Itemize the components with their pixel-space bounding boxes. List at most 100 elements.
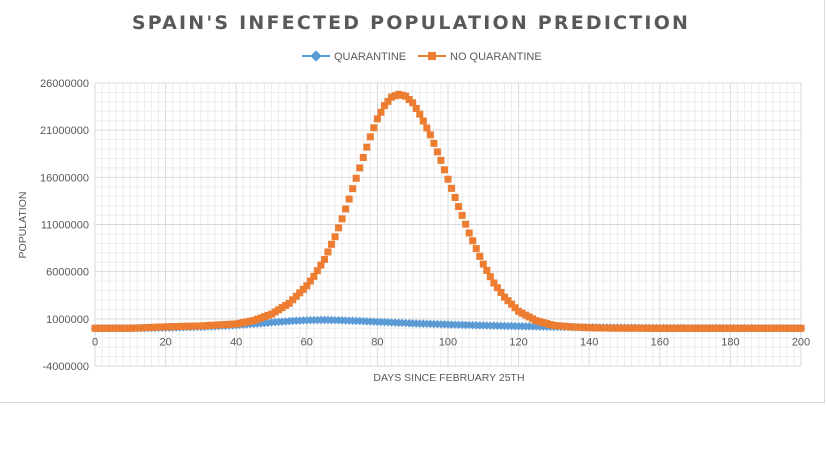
data-point [335,224,343,232]
data-point [515,307,523,315]
data-point [444,175,452,183]
data-point [395,90,403,98]
data-point [169,323,177,331]
data-point [568,323,576,331]
data-point [405,96,413,104]
data-point [741,324,749,332]
chart-title: SPAIN'S INFECTED POPULATION PREDICTION [132,12,690,34]
data-point [575,323,583,331]
x-tick-label: 140 [580,336,598,348]
data-point [282,301,290,309]
data-point [285,299,293,307]
data-point [663,324,671,332]
data-point [695,324,703,332]
data-point [246,317,254,325]
data-point [416,110,424,118]
data-point [200,322,208,330]
data-point [635,324,643,332]
y-tick-label: 1000000 [46,314,89,326]
data-point [303,282,311,290]
data-point [437,156,445,164]
data-point [755,324,763,332]
data-point [560,322,568,330]
data-point [772,324,780,332]
legend-quarantine-label: QUARANTINE [334,51,406,63]
data-point [342,205,350,213]
data-point [776,324,784,332]
data-point [236,319,244,327]
data-point [479,260,487,268]
data-point [310,272,318,280]
data-point [158,323,166,331]
data-point [550,321,558,329]
data-point [433,148,441,156]
data-point [412,104,420,112]
data-point [681,324,689,332]
y-tick-label: 11000000 [41,220,89,232]
data-point [165,323,173,331]
data-point [656,324,664,332]
y-tick-label: -4000000 [43,361,90,373]
data-point [359,154,367,162]
data-point [500,293,508,301]
data-point [328,240,336,248]
data-point [762,324,770,332]
data-point [370,124,378,132]
data-point [356,164,364,172]
data-point [666,324,674,332]
data-point [292,292,300,300]
data-point [490,279,498,287]
data-point [133,324,141,332]
data-point [229,320,237,328]
data-point [469,237,477,245]
data-point [783,324,791,332]
data-point [730,324,738,332]
data-point [529,315,537,323]
data-point [751,324,759,332]
chart-svg: SPAIN'S INFECTED POPULATION PREDICTION Q… [17,12,810,384]
x-tick-label: 40 [230,336,242,348]
data-point [193,322,201,330]
data-point [504,297,512,305]
x-axis-label: DAYS SINCE FEBRUARY 25TH [373,372,524,384]
data-point [402,92,410,100]
data-point [398,91,406,99]
data-point [673,324,681,332]
x-tick-label: 100 [439,336,457,348]
data-point [324,248,332,256]
data-point [268,310,275,318]
data-point [688,324,696,332]
data-point [317,261,325,269]
data-point [578,323,586,331]
data-point [719,324,727,332]
data-point [483,266,491,274]
y-tick-label: 21000000 [40,125,89,137]
data-point [423,124,431,132]
data-point [748,324,756,332]
data-point [486,273,494,281]
data-point [250,317,258,325]
data-point [631,324,639,332]
data-point [123,324,131,332]
data-point [793,324,801,332]
data-point [472,245,480,253]
data-point [649,324,657,332]
data-point [613,324,621,332]
data-point [176,322,184,330]
data-point [207,321,215,329]
data-point [564,323,572,331]
data-point [716,324,724,332]
data-point [733,324,741,332]
data-point [253,315,261,323]
data-point [758,324,766,332]
data-point [222,321,230,329]
data-point [197,322,205,330]
data-point [109,324,117,332]
data-point [98,324,106,332]
y-axis-label: POPULATION [17,192,29,259]
data-point [589,324,597,332]
legend-no-quarantine-label: NO QUARANTINE [450,51,542,63]
data-point [95,324,103,332]
data-point [670,324,678,332]
data-point [426,131,434,139]
